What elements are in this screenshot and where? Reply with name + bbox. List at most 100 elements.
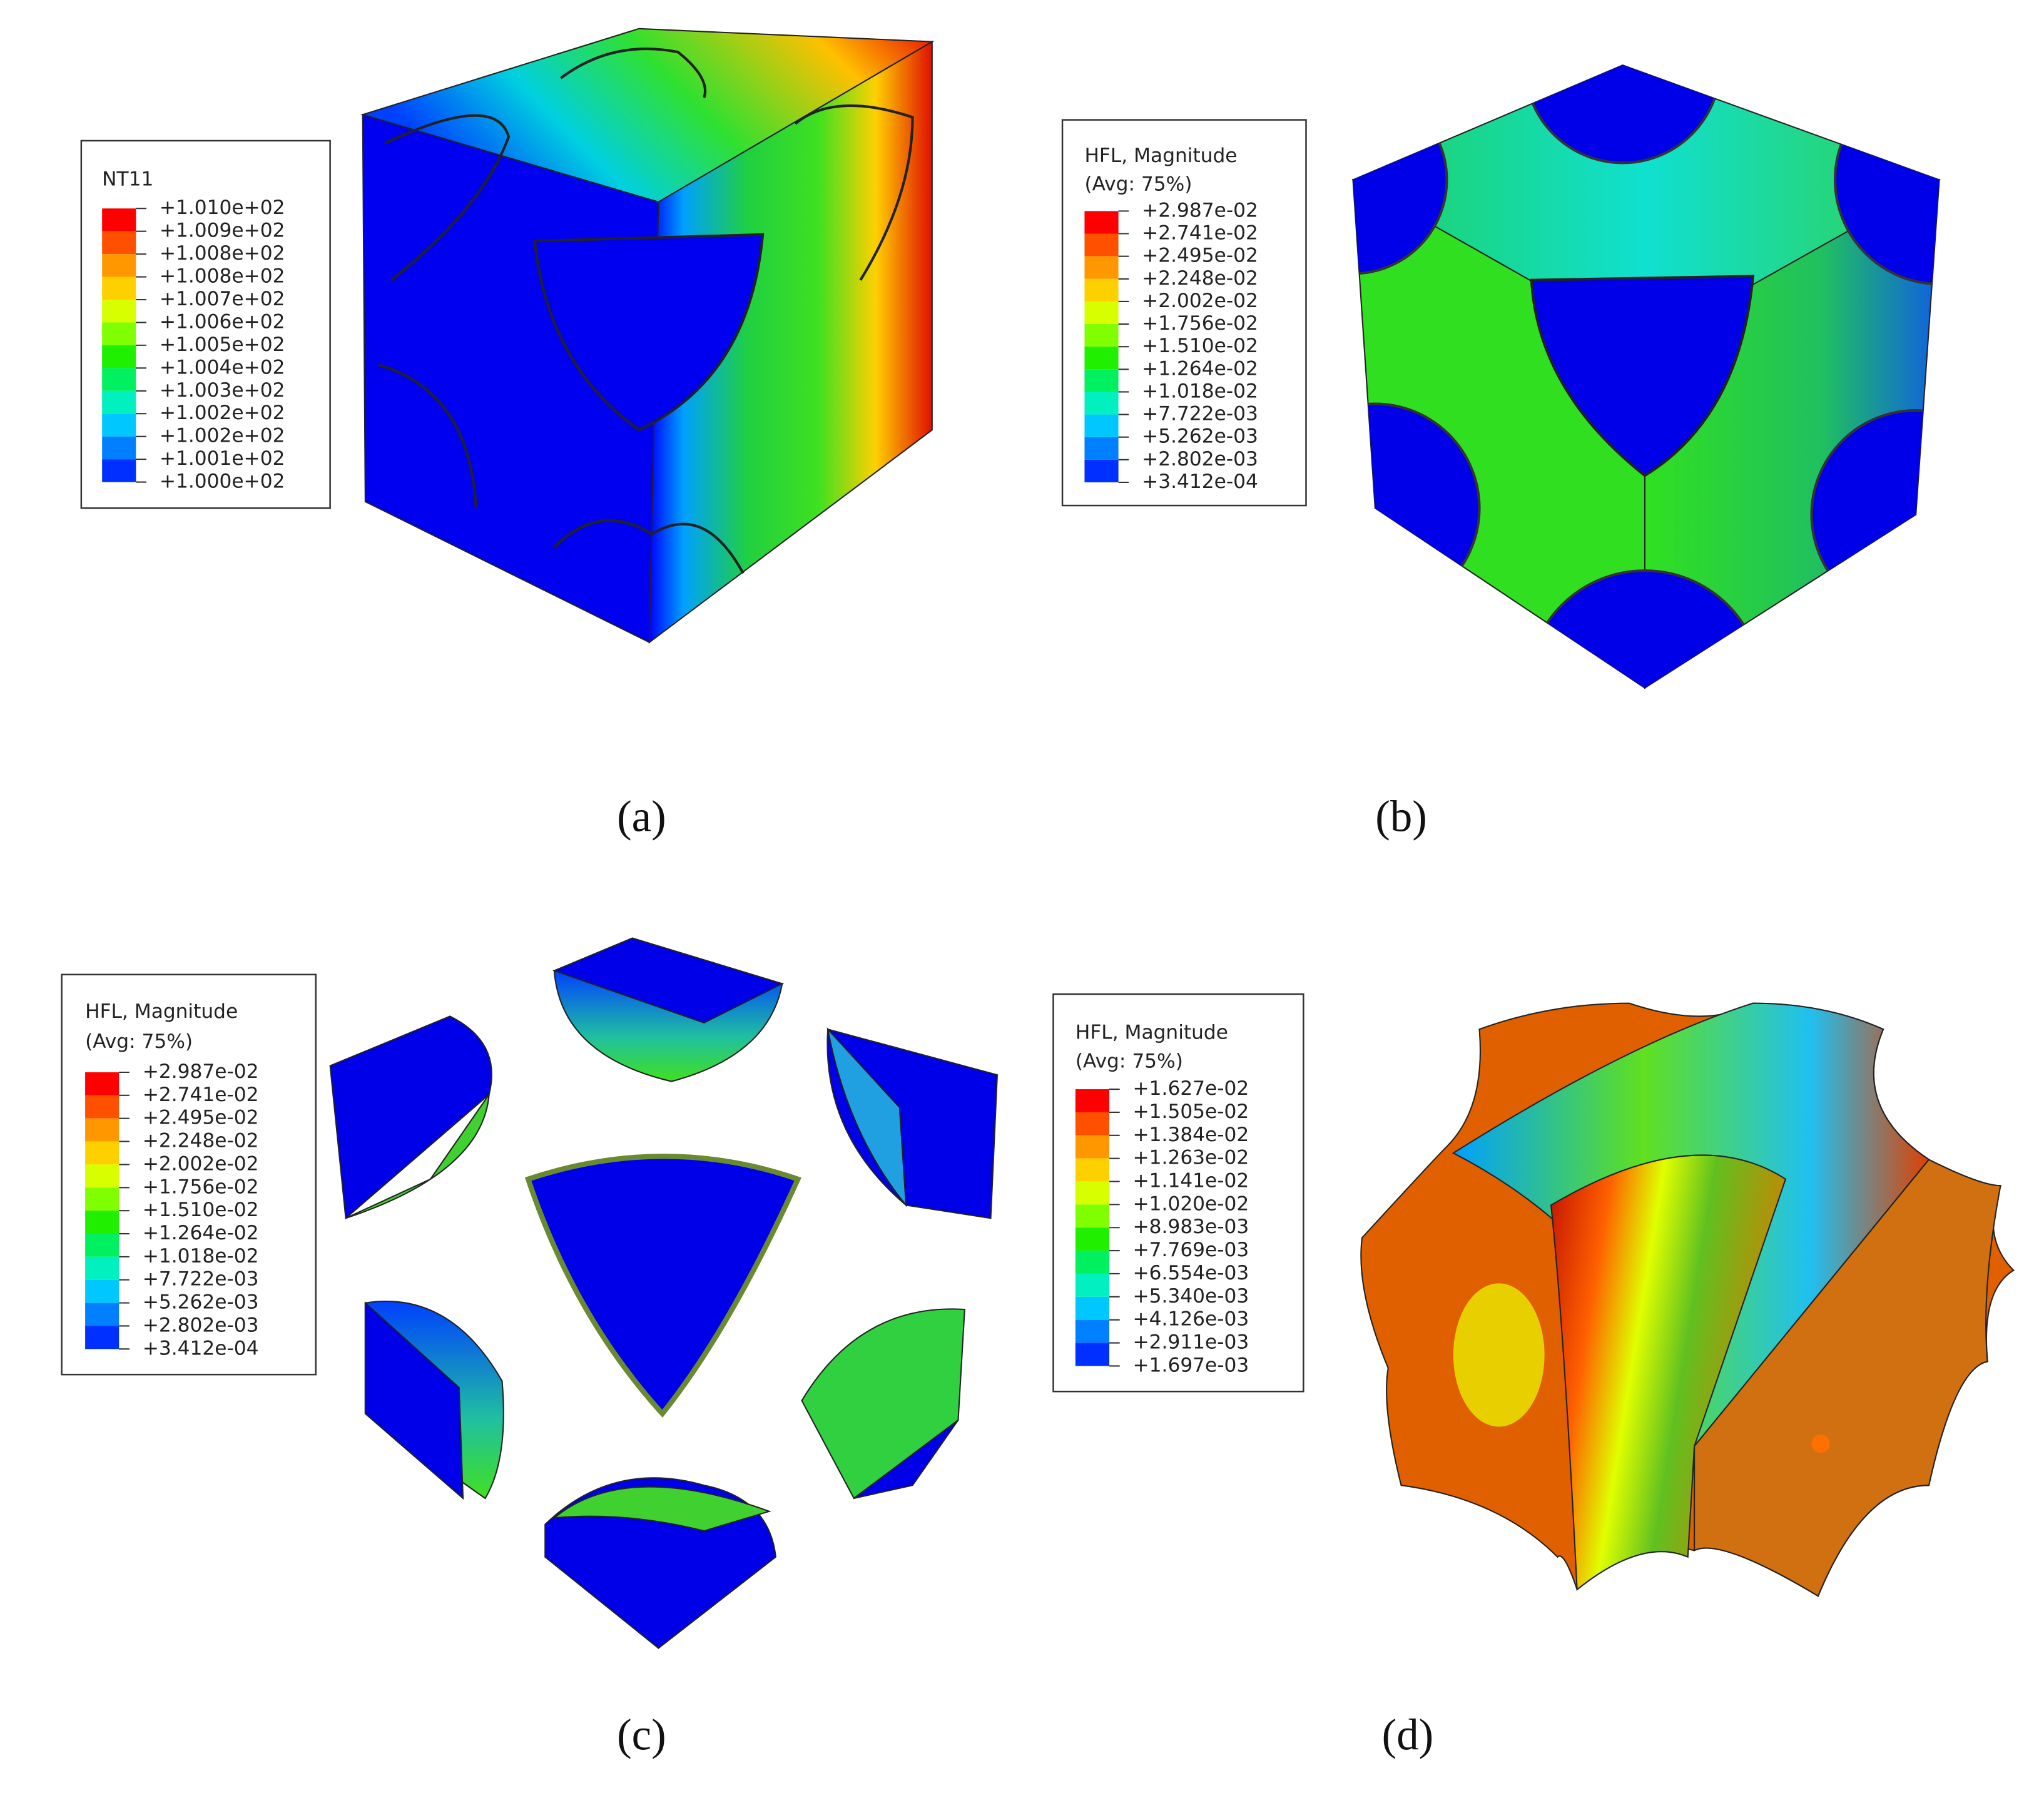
legend-label: +7.769e-03: [1133, 1239, 1249, 1261]
color-band: [1075, 1273, 1110, 1297]
legend-title: NT11: [102, 168, 153, 190]
color-band: [1084, 392, 1119, 415]
color-band: [1084, 369, 1119, 392]
legend-label: +1.627e-02: [1133, 1077, 1249, 1100]
legend-label: +1.264e-02: [1142, 357, 1258, 380]
legend-label: +7.722e-03: [143, 1268, 259, 1291]
color-band: [1084, 324, 1119, 347]
legends: NT11+1.010e+02+1.009e+02+1.008e+02+1.008…: [61, 119, 1434, 1760]
panel-caption: (d): [1382, 1711, 1434, 1760]
legend-label: +4.126e-03: [1133, 1308, 1249, 1331]
pieces-c: [329, 937, 999, 1649]
legend-label: +6.554e-03: [1133, 1262, 1249, 1284]
legend-label: +1.005e+02: [160, 333, 285, 356]
color-band: [102, 436, 136, 460]
legend-label: +1.006e+02: [160, 310, 285, 333]
color-band: [1075, 1204, 1110, 1228]
legend-label: +2.802e-03: [1142, 448, 1258, 470]
color-band: [102, 390, 136, 414]
color-band: [85, 1279, 119, 1303]
color-band: [1075, 1089, 1110, 1112]
color-band: [1075, 1319, 1110, 1343]
color-band: [1075, 1112, 1110, 1135]
legend-label: +1.018e-02: [1142, 380, 1258, 402]
color-band: [1075, 1251, 1110, 1274]
legend-label: +1.008e+02: [160, 242, 285, 265]
legend-label: +2.741e-02: [1142, 222, 1258, 245]
legend-label: +1.003e+02: [160, 379, 285, 402]
legend-label: +2.987e-02: [143, 1060, 259, 1083]
legend-label: +3.412e-04: [1142, 470, 1258, 493]
panel-caption: (c): [617, 1711, 666, 1760]
color-band: [1075, 1343, 1110, 1366]
color-band: [85, 1164, 119, 1188]
color-band: [1084, 301, 1119, 325]
color-band: [102, 231, 136, 255]
color-band: [85, 1072, 119, 1095]
legend-label: +2.002e-02: [143, 1152, 259, 1175]
color-band: [85, 1118, 119, 1142]
color-band: [85, 1234, 119, 1257]
panel-caption: (b): [1375, 792, 1427, 841]
legend-label: +1.756e-02: [1142, 312, 1258, 335]
legend-title: HFL, Magnitude: [85, 1000, 238, 1023]
legend-label: +5.262e-03: [1142, 425, 1258, 448]
legend-label: +1.000e+02: [160, 470, 285, 493]
color-band: [102, 300, 136, 323]
legend-label: +1.004e+02: [160, 356, 285, 378]
legend-label: +1.001e+02: [160, 447, 285, 470]
legend-title: (Avg: 75%): [85, 1030, 193, 1053]
legend-label: +5.340e-03: [1133, 1285, 1249, 1308]
legend-label: +8.983e-03: [1133, 1216, 1249, 1238]
color-band: [85, 1187, 119, 1211]
legend-label: +1.263e-02: [1133, 1147, 1249, 1169]
legend-label: +1.697e-03: [1133, 1354, 1249, 1376]
color-band: [85, 1141, 119, 1165]
legend: HFL, Magnitude (Avg: 75%) +1.627e-02+1.505…: [1052, 993, 1304, 1393]
color-band: [102, 322, 136, 345]
legend-label: +1.756e-02: [143, 1176, 259, 1198]
legend: NT11+1.010e+02+1.009e+02+1.008e+02+1.008…: [80, 140, 331, 509]
legend-label: +1.141e-02: [1133, 1170, 1249, 1192]
color-band: [102, 459, 136, 482]
color-band: [1084, 347, 1119, 370]
legend-label: +1.384e-02: [1133, 1124, 1249, 1146]
cube-a: [360, 28, 935, 644]
legend: HFL, Magnitude (Avg: 75%) +2.987e-02+2.741…: [61, 973, 317, 1376]
color-band: [1075, 1227, 1110, 1251]
legend-label: +1.018e-02: [143, 1245, 259, 1267]
legend-label: +2.802e-03: [143, 1314, 259, 1336]
legend-label: +7.722e-03: [1142, 403, 1258, 425]
legend-label: +1.020e-02: [1133, 1192, 1249, 1215]
color-band: [85, 1303, 119, 1326]
legend-label: +1.010e+02: [160, 196, 285, 219]
legend-label: +1.002e+02: [160, 402, 285, 424]
color-band: [85, 1211, 119, 1234]
color-band: [1084, 233, 1119, 256]
legend-label: +1.002e+02: [160, 425, 285, 447]
legend-label: +3.412e-04: [143, 1337, 259, 1359]
legend-title: HFL, Magnitude: [1075, 1022, 1228, 1044]
legend-label: +2.495e-02: [143, 1107, 259, 1129]
legend-label: +1.008e+02: [160, 265, 285, 288]
color-band: [1075, 1158, 1110, 1182]
legend-label: +2.248e-02: [1142, 267, 1258, 290]
legend-label: +2.741e-02: [143, 1084, 259, 1106]
legend-label: +2.911e-03: [1133, 1331, 1249, 1354]
color-band: [1075, 1181, 1110, 1205]
legend-title: (Avg: 75%): [1084, 173, 1192, 196]
legend-label: +1.510e-02: [1142, 335, 1258, 357]
legend-label: +1.264e-02: [143, 1222, 259, 1244]
color-band: [102, 414, 136, 437]
legend-label: +1.009e+02: [160, 220, 285, 242]
color-band: [1075, 1135, 1110, 1159]
color-band: [1075, 1296, 1110, 1320]
legend-label: +2.495e-02: [1142, 245, 1258, 267]
legend-label: +2.987e-02: [1142, 199, 1258, 221]
panel-caption: (a): [617, 792, 666, 841]
legend-label: +1.007e+02: [160, 288, 285, 310]
color-band: [85, 1326, 119, 1349]
color-band: [102, 368, 136, 391]
color-band: [85, 1095, 119, 1119]
